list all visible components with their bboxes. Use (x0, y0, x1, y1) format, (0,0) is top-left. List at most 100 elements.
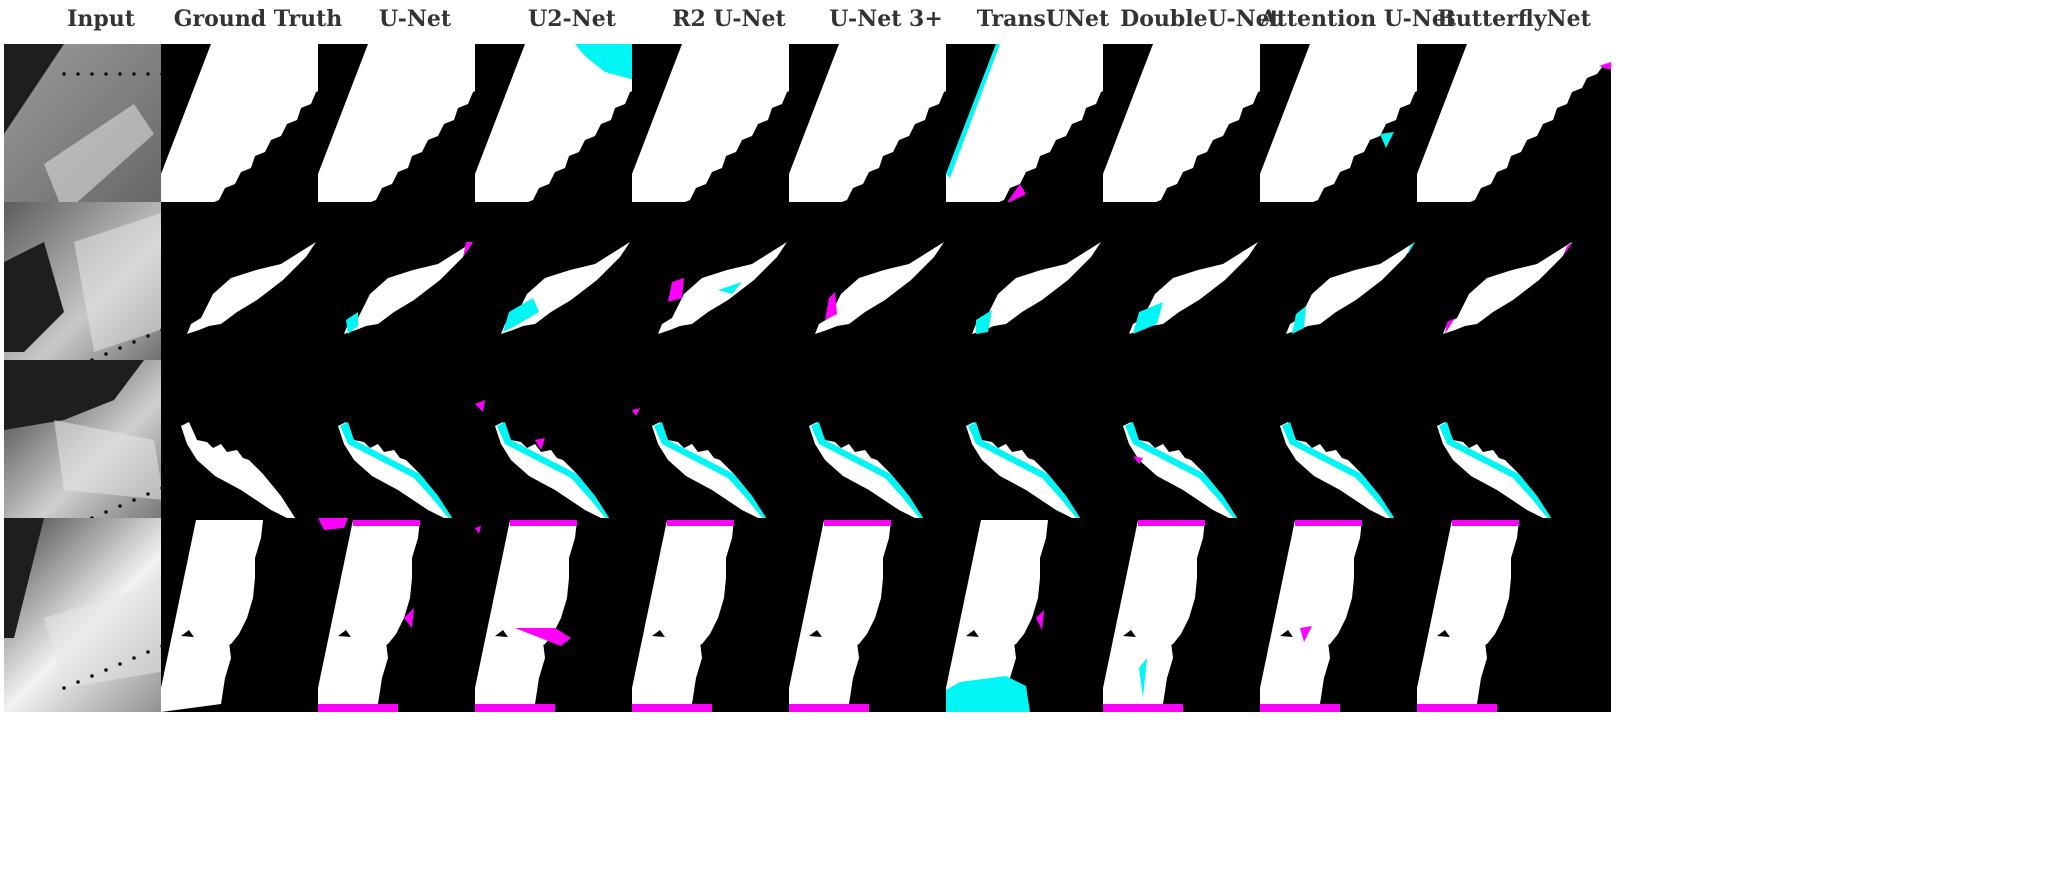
column-header-butterflynet: ButterflyNet (1437, 6, 1591, 32)
prediction-mask (946, 202, 1140, 396)
false-negative-region (404, 608, 414, 628)
rivet-dot (76, 680, 80, 684)
prediction-mask (946, 360, 1140, 554)
prediction-mask (946, 518, 1140, 712)
column-header-input: Input (67, 6, 135, 32)
mask-background (946, 360, 1140, 554)
column-header-u-net-3-: U-Net 3+ (829, 6, 943, 32)
cell-sample-4-ground-truth (161, 518, 355, 712)
input-image (4, 360, 198, 554)
mask-foreground-region (1129, 242, 1258, 334)
input-photo-shadow (4, 518, 44, 638)
false-negative-region (475, 400, 485, 412)
column-header-ground-truth: Ground Truth (173, 6, 343, 32)
false-negative-region (515, 628, 571, 646)
prediction-mask (1417, 518, 1611, 712)
false-negative-region (353, 520, 420, 526)
rivet-dot (146, 334, 150, 338)
false-negative-region (668, 278, 684, 302)
mask-foreground-region (181, 422, 299, 524)
false-positive-region (503, 298, 539, 332)
rivet-dot (118, 346, 122, 350)
prediction-mask (1417, 202, 1611, 396)
false-positive-region (946, 44, 1000, 178)
column-header-transunet: TransUNet (976, 6, 1110, 32)
mask-foreground-region (946, 44, 1140, 238)
ground-truth-mask (161, 518, 355, 712)
input-image (4, 44, 198, 238)
false-negative-region (1452, 520, 1519, 526)
mask-foreground-region (972, 242, 1101, 334)
rivet-dot (104, 352, 108, 356)
prediction-mask (1103, 518, 1297, 712)
false-negative-region (1599, 62, 1611, 70)
mask-foreground-region (1417, 44, 1611, 238)
mask-foreground-region (632, 520, 734, 712)
false-negative-region (632, 704, 712, 712)
rivet-dot (62, 686, 66, 690)
mask-foreground-region (318, 520, 420, 712)
mask-foreground-region (1260, 44, 1454, 238)
mask-foreground-region (187, 242, 316, 334)
column-header-r2-u-net: R2 U-Net (672, 6, 786, 32)
false-negative-region (318, 518, 348, 530)
mask-foreground-region (1417, 520, 1519, 712)
prediction-mask (1260, 518, 1454, 712)
mask-background (1417, 360, 1611, 554)
prediction-mask (1103, 360, 1297, 554)
cell-sample-1-u2-net (475, 44, 669, 238)
false-negative-region (1445, 318, 1455, 334)
false-negative-region (1295, 520, 1362, 526)
false-positive-region (1292, 306, 1306, 334)
mask-background (475, 360, 669, 554)
column-header-attention-u-net: Attention U-Net (1260, 6, 1457, 32)
false-negative-region (510, 520, 577, 526)
prediction-mask (318, 518, 512, 712)
false-positive-region (1139, 658, 1147, 698)
rivet-dot (118, 662, 122, 666)
false-negative-region (1103, 704, 1183, 712)
false-positive-region (1133, 302, 1163, 334)
false-negative-region (667, 520, 734, 526)
cell-sample-4-u2-net (475, 518, 669, 712)
false-negative-region (1300, 626, 1312, 642)
prediction-mask (946, 44, 1140, 238)
false-negative-region (1138, 520, 1205, 526)
mask-background (789, 360, 983, 554)
rivet-dot (104, 72, 108, 76)
column-header-doubleu-net: DoubleU-Net (1120, 6, 1280, 32)
false-positive-region (346, 312, 358, 334)
prediction-mask (1260, 44, 1454, 238)
false-negative-region (535, 438, 545, 450)
mask-foreground-region (1103, 44, 1297, 238)
mask-foreground-region (789, 520, 891, 712)
prediction-mask (1417, 360, 1611, 554)
false-positive-region (946, 676, 1030, 712)
mask-foreground-region (815, 242, 944, 334)
input-image (4, 518, 198, 712)
prediction-mask (1260, 202, 1454, 396)
false-negative-region (1563, 242, 1573, 256)
prediction-mask (1260, 360, 1454, 554)
mask-background (1103, 360, 1297, 554)
prediction-mask (475, 44, 669, 238)
mask-foreground-region (475, 44, 669, 238)
false-positive-region (1380, 132, 1394, 148)
prediction-mask (475, 518, 669, 712)
rivet-dot (132, 498, 136, 502)
prediction-mask (1103, 44, 1297, 238)
rivet-dot (118, 504, 122, 508)
rivet-dot (146, 72, 150, 76)
mask-foreground-region (344, 242, 473, 334)
mask-foreground-region (161, 520, 263, 712)
ground-truth-mask (161, 202, 355, 396)
false-negative-region (1006, 184, 1026, 204)
rivet-dot (146, 492, 150, 496)
column-header-u-net: U-Net (378, 6, 452, 32)
rivet-dot (118, 72, 122, 76)
prediction-mask (475, 360, 669, 554)
ground-truth-mask (161, 360, 355, 554)
false-negative-region (318, 704, 398, 712)
false-negative-region (1417, 704, 1497, 712)
